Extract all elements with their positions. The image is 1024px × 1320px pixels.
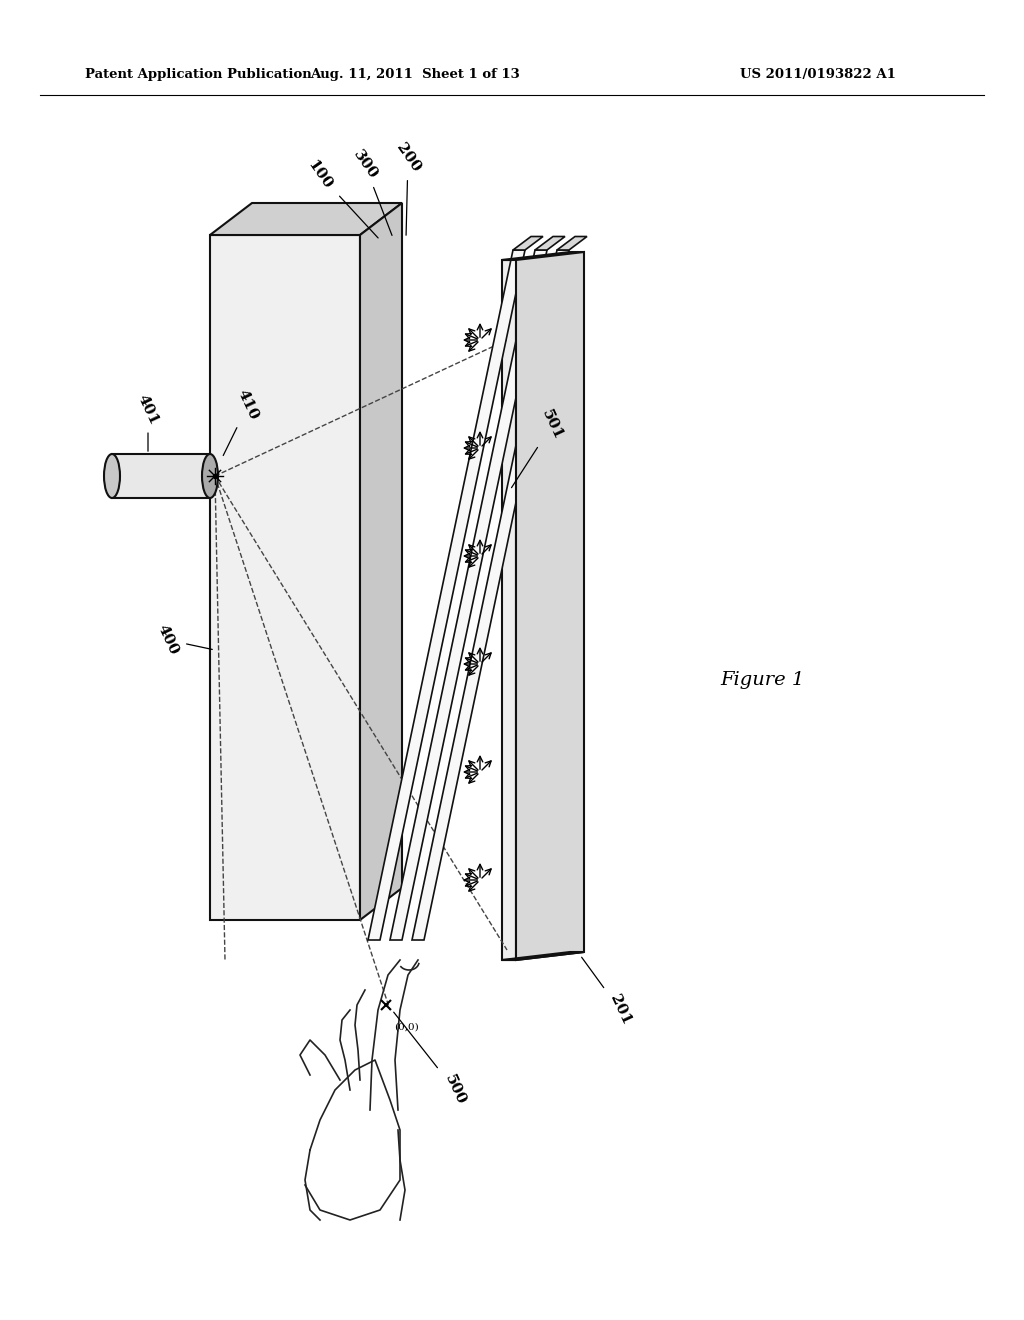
- Polygon shape: [390, 249, 547, 940]
- Ellipse shape: [202, 454, 218, 498]
- Polygon shape: [210, 235, 360, 920]
- Polygon shape: [360, 203, 402, 920]
- Text: 201: 201: [582, 957, 633, 1027]
- Polygon shape: [210, 203, 402, 235]
- Polygon shape: [557, 236, 587, 249]
- Text: 100: 100: [305, 158, 378, 238]
- Polygon shape: [368, 249, 525, 940]
- Polygon shape: [535, 236, 565, 249]
- Polygon shape: [513, 236, 543, 249]
- Polygon shape: [412, 249, 569, 940]
- Text: 400: 400: [155, 623, 212, 657]
- Text: 300: 300: [350, 148, 392, 235]
- Text: US 2011/0193822 A1: US 2011/0193822 A1: [740, 69, 896, 81]
- Polygon shape: [502, 252, 584, 260]
- Ellipse shape: [104, 454, 120, 498]
- Text: 500: 500: [393, 1012, 468, 1107]
- Text: (0,0): (0,0): [394, 1023, 419, 1032]
- Polygon shape: [516, 252, 584, 960]
- Text: Figure 1: Figure 1: [720, 671, 804, 689]
- FancyBboxPatch shape: [112, 454, 210, 498]
- Text: Aug. 11, 2011  Sheet 1 of 13: Aug. 11, 2011 Sheet 1 of 13: [310, 69, 520, 81]
- Polygon shape: [502, 952, 584, 960]
- Text: 401: 401: [135, 392, 161, 451]
- Text: 200: 200: [393, 141, 423, 235]
- Text: 501: 501: [512, 408, 565, 487]
- Text: 410: 410: [223, 388, 261, 455]
- Polygon shape: [502, 260, 516, 960]
- Text: Patent Application Publication: Patent Application Publication: [85, 69, 311, 81]
